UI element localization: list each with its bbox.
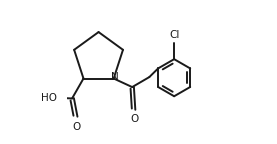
Text: O: O [130, 114, 138, 124]
Text: Cl: Cl [169, 30, 179, 40]
Text: O: O [72, 122, 81, 132]
Text: N: N [112, 72, 119, 82]
Text: HO: HO [41, 93, 57, 103]
